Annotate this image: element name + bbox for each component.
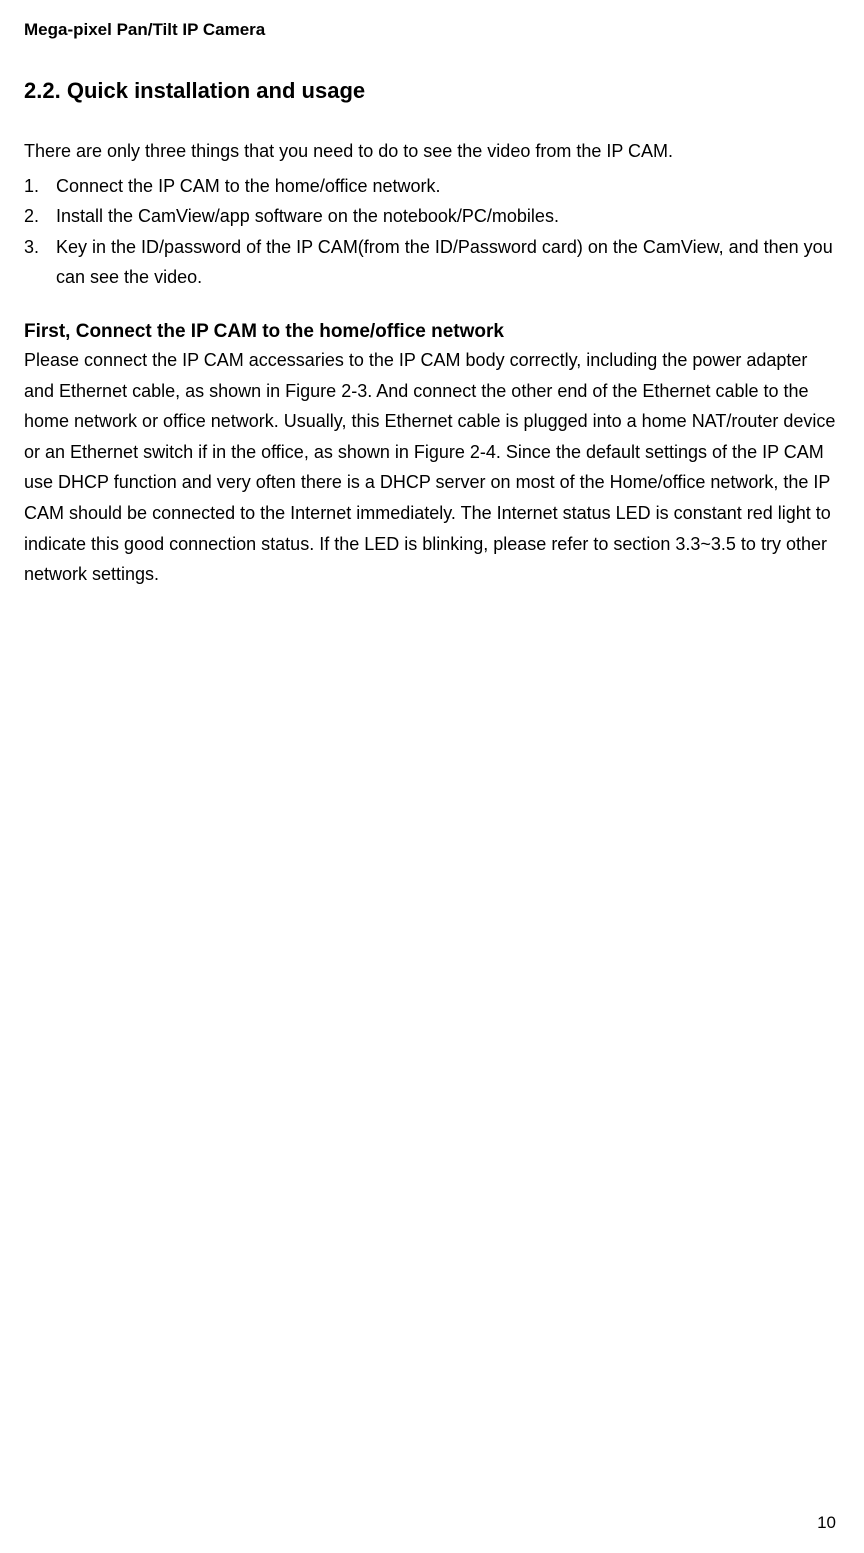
intro-paragraph: There are only three things that you nee… bbox=[24, 136, 840, 167]
section-number: 2.2. bbox=[24, 78, 61, 103]
document-header: Mega-pixel Pan/Tilt IP Camera bbox=[24, 20, 840, 40]
subsection-heading: First, Connect the IP CAM to the home/of… bbox=[24, 321, 840, 343]
body-paragraph: Please connect the IP CAM accessaries to… bbox=[24, 345, 840, 590]
list-item: 1. Connect the IP CAM to the home/office… bbox=[24, 171, 840, 202]
step-number: 1. bbox=[24, 171, 39, 202]
list-item: 2. Install the CamView/app software on t… bbox=[24, 201, 840, 232]
step-number: 3. bbox=[24, 232, 39, 263]
list-item: 3. Key in the ID/password of the IP CAM(… bbox=[24, 232, 840, 293]
section-heading: 2.2. Quick installation and usage bbox=[24, 78, 840, 104]
step-text: Connect the IP CAM to the home/office ne… bbox=[56, 171, 840, 202]
step-text: Key in the ID/password of the IP CAM(fro… bbox=[56, 232, 840, 293]
step-text: Install the CamView/app software on the … bbox=[56, 201, 840, 232]
page-number: 10 bbox=[817, 1513, 836, 1533]
section-title: Quick installation and usage bbox=[67, 78, 365, 103]
steps-list: 1. Connect the IP CAM to the home/office… bbox=[24, 171, 840, 293]
step-number: 2. bbox=[24, 201, 39, 232]
